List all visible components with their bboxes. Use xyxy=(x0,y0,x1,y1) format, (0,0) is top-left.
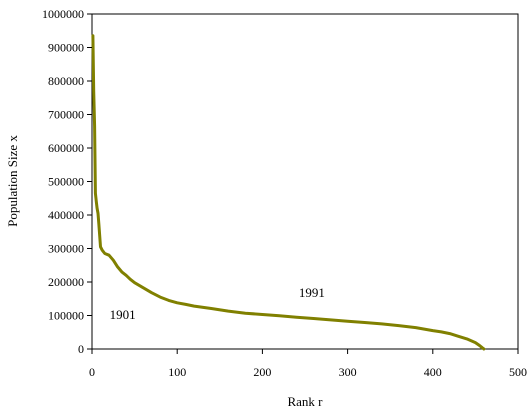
y-tick-label: 100000 xyxy=(48,309,84,323)
x-tick-label: 100 xyxy=(168,365,186,379)
x-tick-label: 400 xyxy=(424,365,442,379)
y-tick-label: 700000 xyxy=(48,108,84,122)
y-tick-label: 0 xyxy=(78,342,84,356)
y-axis-title: Population Size x xyxy=(5,135,20,227)
x-tick-label: 0 xyxy=(89,365,95,379)
x-tick-label: 300 xyxy=(339,365,357,379)
x-axis-ticks: 0 100 200 300 400 500 xyxy=(89,349,527,379)
y-tick-label: 200000 xyxy=(48,275,84,289)
y-tick-label: 500000 xyxy=(48,175,84,189)
y-tick-label: 300000 xyxy=(48,242,84,256)
annotation-label: 1901 xyxy=(110,307,136,322)
y-tick-label: 1000000 xyxy=(42,7,84,21)
annotation-label: 1991 xyxy=(299,285,325,300)
y-tick-label: 900000 xyxy=(48,41,84,55)
annotations: 1901 1991 xyxy=(110,285,325,322)
y-tick-label: 600000 xyxy=(48,141,84,155)
x-tick-label: 500 xyxy=(509,365,527,379)
x-tick-label: 200 xyxy=(253,365,271,379)
y-tick-label: 400000 xyxy=(48,208,84,222)
y-axis-ticks: 0 100000 200000 300000 400000 500000 600000 700… xyxy=(42,7,92,356)
series-line-0 xyxy=(91,34,486,351)
x-axis-title: Rank r xyxy=(287,394,323,409)
y-tick-label: 800000 xyxy=(48,74,84,88)
